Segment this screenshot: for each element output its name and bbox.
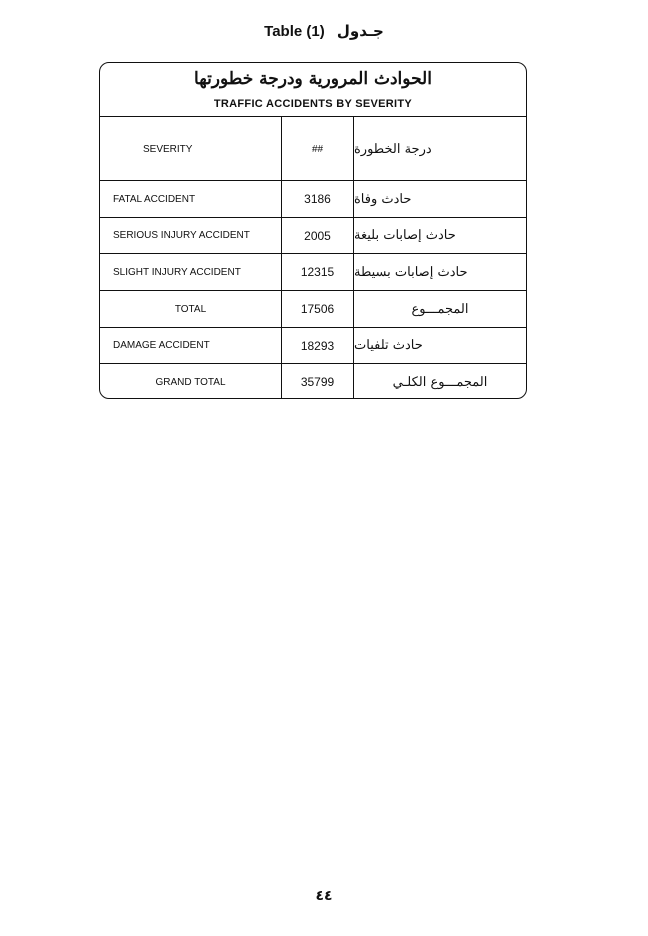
- table-row: GRAND TOTAL 35799 المجمـــوع الكلـي: [100, 363, 526, 398]
- arabic-cell: المجمـــوع: [411, 301, 469, 317]
- table-caption: Table (1) جـدول: [0, 22, 648, 40]
- header-severity: SEVERITY: [100, 117, 282, 181]
- severity-cell: DAMAGE ACCIDENT: [100, 328, 282, 363]
- table-row: TOTAL 17506 المجمـــوع: [100, 290, 526, 327]
- count-cell: 12315: [282, 254, 354, 290]
- severity-cell: SERIOUS INJURY ACCIDENT: [100, 218, 282, 253]
- arabic-cell: حادث إصابات بليغة: [354, 228, 456, 243]
- page-number: ٤٤: [315, 888, 333, 904]
- accidents-table: الحوادث المرورية ودرجة خطورتها TRAFFIC A…: [99, 62, 527, 399]
- header-count: ##: [282, 117, 354, 181]
- severity-cell: FATAL ACCIDENT: [100, 181, 282, 217]
- table-row: FATAL ACCIDENT 3186 حادث وفاة: [100, 180, 526, 217]
- arabic-cell: حادث وفاة: [354, 191, 412, 207]
- caption-english: Table (1): [264, 23, 325, 40]
- severity-cell: GRAND TOTAL: [100, 364, 282, 398]
- caption-arabic: جـدول: [336, 22, 384, 40]
- table-row: SLIGHT INJURY ACCIDENT 12315 حادث إصابات…: [100, 253, 526, 290]
- arabic-cell: حادث إصابات بسيطة: [354, 264, 468, 280]
- header-severity-arabic: درجة الخطورة: [354, 141, 432, 157]
- header-row: SEVERITY ## درجة الخطورة: [100, 116, 526, 181]
- severity-cell: TOTAL: [100, 291, 282, 327]
- count-cell: 17506: [282, 291, 354, 327]
- count-cell: 18293: [282, 328, 354, 363]
- table-title-english: TRAFFIC ACCIDENTS BY SEVERITY: [213, 98, 413, 110]
- arabic-cell: المجمـــوع الكلـي: [392, 374, 488, 390]
- table-title-arabic: الحوادث المرورية ودرجة خطورتها: [194, 69, 432, 89]
- count-cell: 35799: [282, 364, 354, 398]
- severity-cell: SLIGHT INJURY ACCIDENT: [100, 254, 282, 290]
- count-cell: 3186: [282, 181, 354, 217]
- arabic-cell: حادث تلفيات: [354, 338, 423, 353]
- table-row: SERIOUS INJURY ACCIDENT 2005 حادث إصابات…: [100, 217, 526, 253]
- count-cell: 2005: [282, 218, 354, 253]
- table-row: DAMAGE ACCIDENT 18293 حادث تلفيات: [100, 327, 526, 363]
